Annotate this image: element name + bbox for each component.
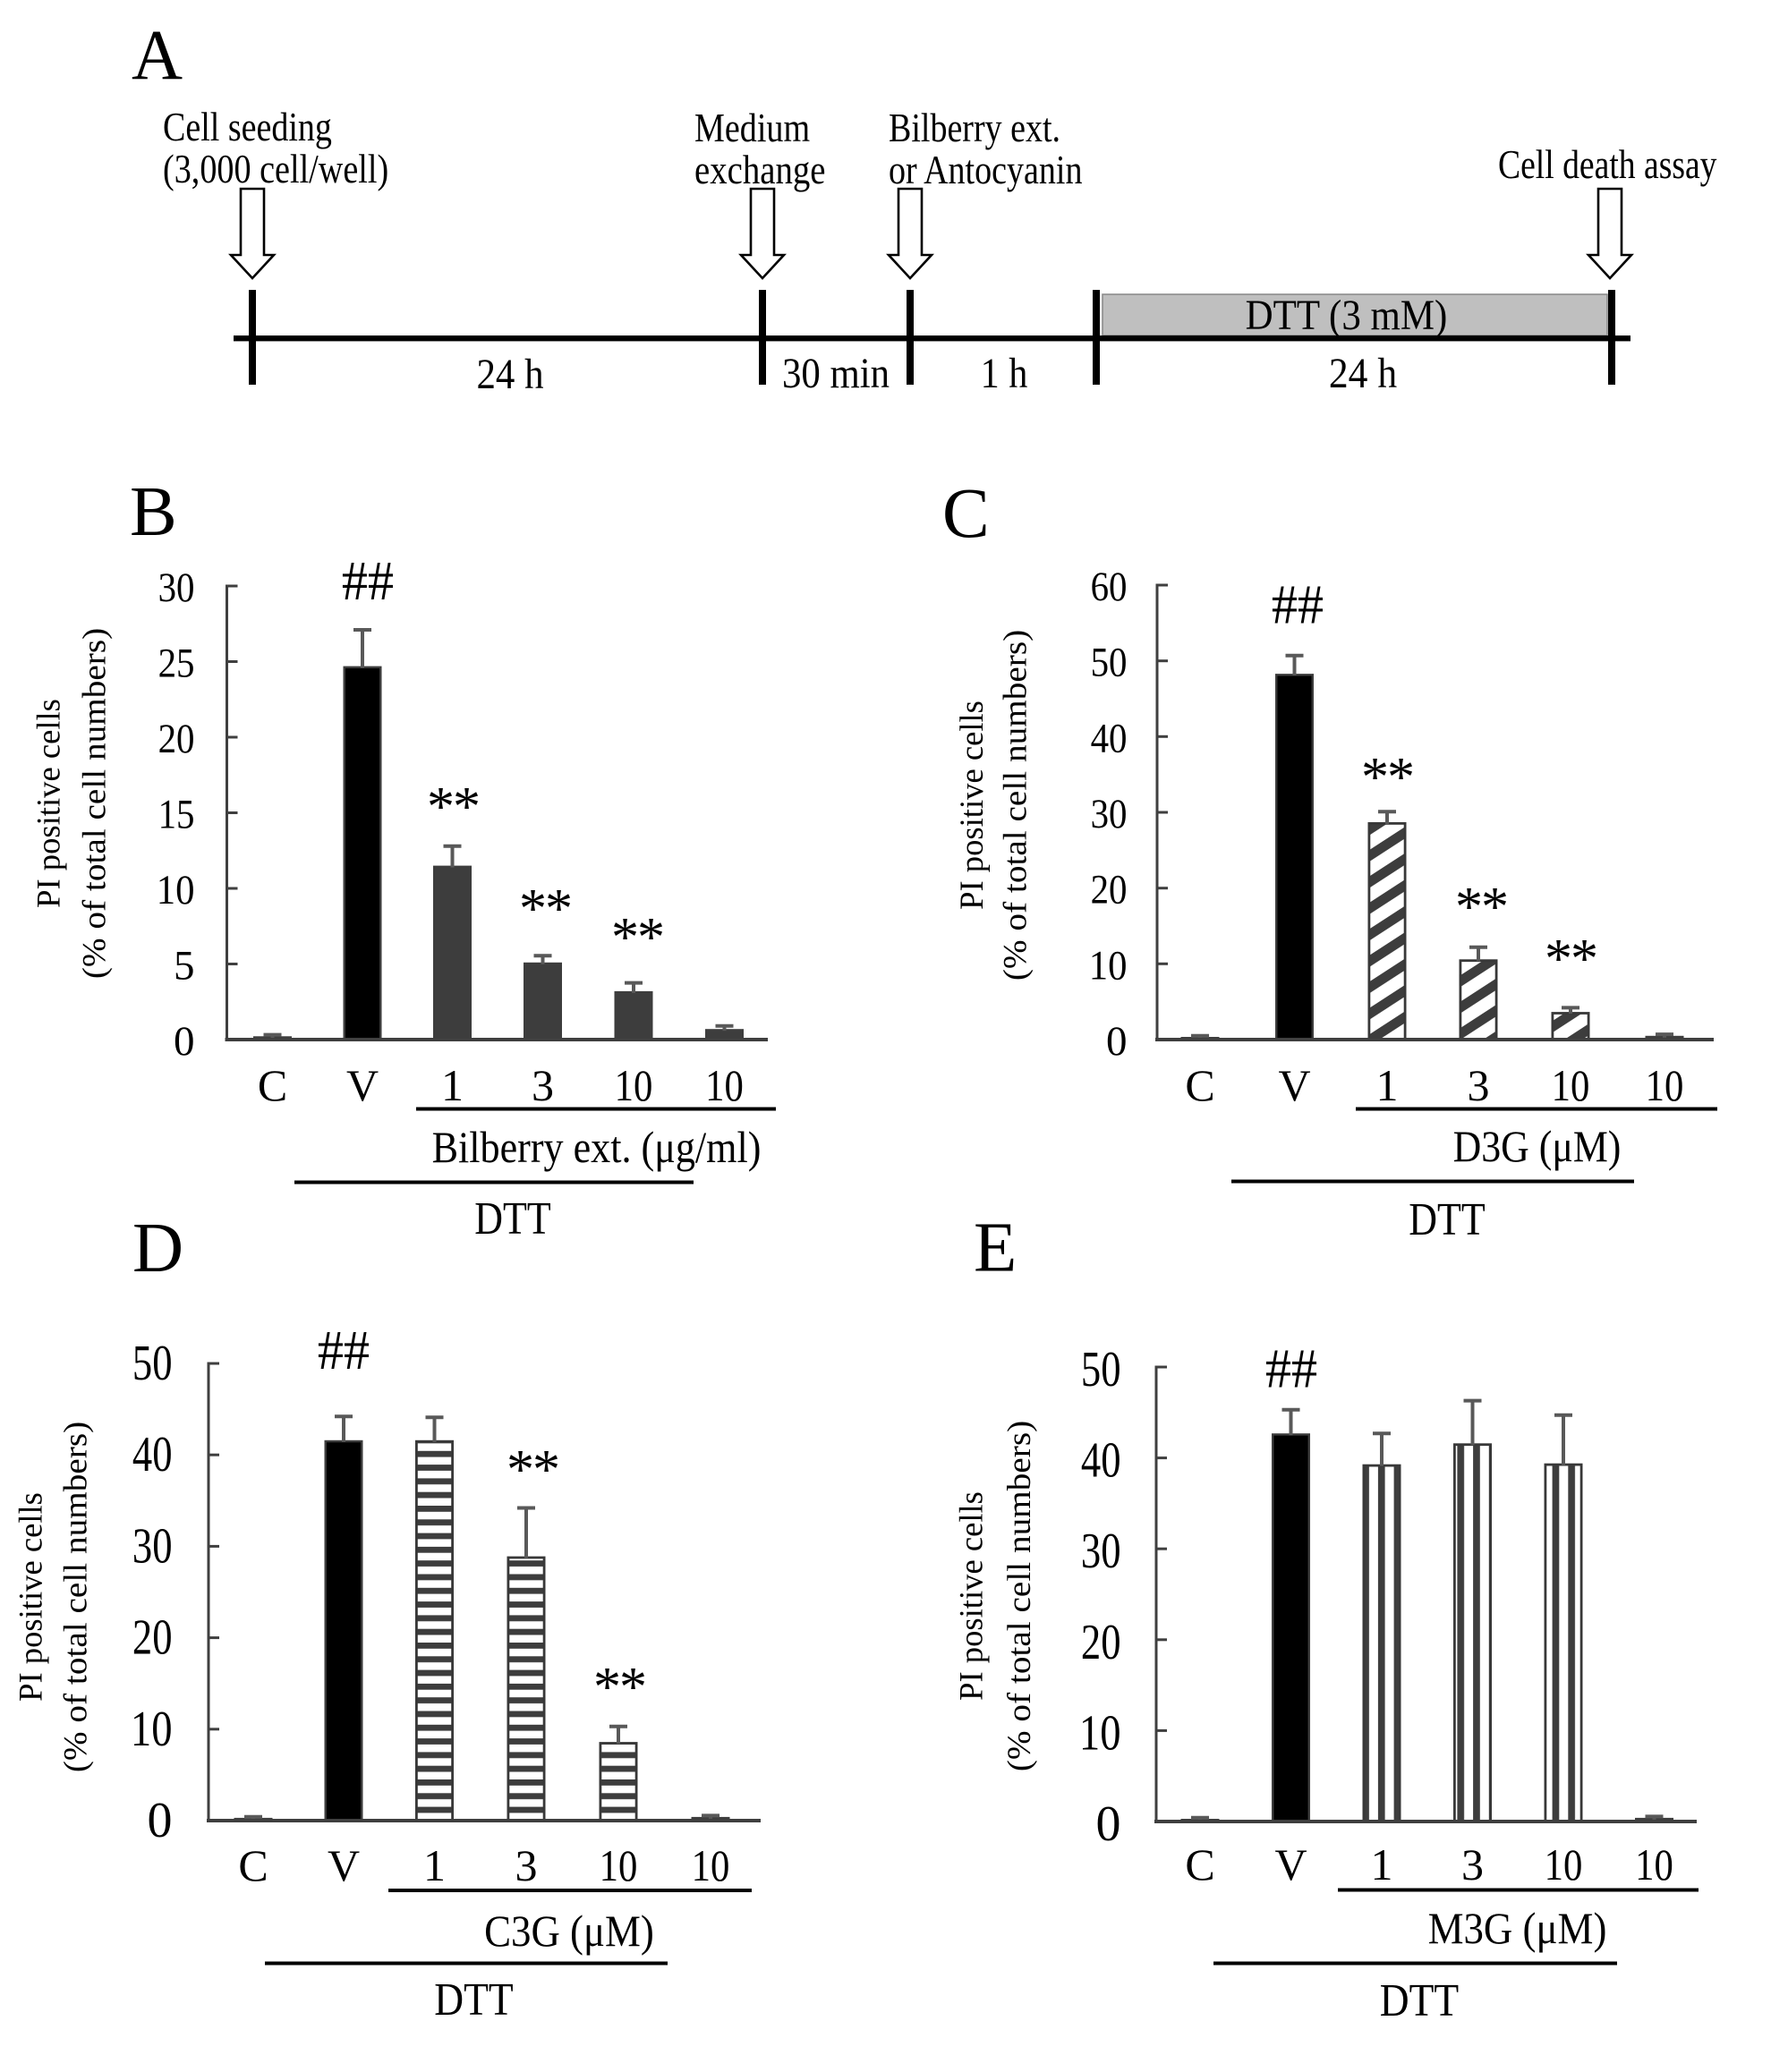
svg-text:10: 10 [1089, 942, 1128, 989]
svg-text:30: 30 [158, 565, 195, 611]
svg-text:10: 10 [1079, 1705, 1121, 1761]
svg-text:Bilberry ext.: Bilberry ext. [889, 105, 1060, 150]
svg-text:PI positive cells: PI positive cells [954, 1491, 991, 1701]
svg-text:**: ** [1361, 747, 1413, 808]
svg-text:5: 5 [174, 943, 195, 989]
svg-text:Bilberry ext. (μg/ml): Bilberry ext. (μg/ml) [432, 1122, 762, 1172]
svg-text:(% of total cell numbers): (% of total cell numbers) [58, 1422, 95, 1772]
svg-text:**: ** [1545, 929, 1596, 989]
svg-text:10: 10 [131, 1702, 173, 1757]
svg-text:10: 10 [615, 1060, 653, 1110]
svg-text:##: ## [1272, 575, 1324, 636]
svg-text:30: 30 [132, 1518, 173, 1574]
svg-text:B: B [130, 473, 177, 551]
svg-text:3: 3 [515, 1840, 538, 1890]
svg-text:M3G (μM): M3G (μM) [1428, 1903, 1607, 1953]
svg-text:(3,000 cell/well): (3,000 cell/well) [163, 146, 388, 191]
svg-text:1: 1 [1371, 1839, 1393, 1889]
svg-text:C: C [1185, 1060, 1214, 1110]
svg-text:(% of total cell numbers): (% of total cell numbers) [998, 630, 1034, 981]
svg-text:**: ** [427, 777, 479, 837]
svg-text:30 min: 30 min [782, 350, 890, 397]
svg-text:20: 20 [1091, 867, 1128, 913]
svg-text:3: 3 [1468, 1060, 1490, 1110]
svg-text:20: 20 [132, 1610, 173, 1666]
svg-text:or Antocyanin: or Antocyanin [889, 147, 1083, 192]
svg-text:10: 10 [1635, 1839, 1673, 1889]
svg-text:E: E [974, 1210, 1017, 1287]
svg-text:30: 30 [1081, 1524, 1121, 1579]
svg-text:C: C [942, 475, 990, 553]
svg-text:**: ** [593, 1657, 645, 1718]
svg-text:10: 10 [1545, 1839, 1583, 1889]
svg-text:DTT: DTT [1409, 1194, 1485, 1245]
svg-text:3: 3 [532, 1060, 554, 1110]
svg-text:V: V [1274, 1839, 1307, 1889]
svg-text:40: 40 [132, 1427, 173, 1482]
svg-text:DTT (3 mM): DTT (3 mM) [1246, 292, 1448, 339]
svg-text:V: V [1278, 1060, 1310, 1110]
svg-text:10: 10 [1646, 1060, 1684, 1110]
svg-text:1 h: 1 h [981, 350, 1028, 397]
svg-text:Medium: Medium [694, 105, 810, 150]
svg-text:##: ## [318, 1320, 370, 1381]
svg-text:Cell seeding: Cell seeding [163, 104, 332, 149]
svg-text:10: 10 [692, 1840, 730, 1890]
svg-text:(% of total cell numbers): (% of total cell numbers) [1001, 1421, 1038, 1771]
svg-text:DTT: DTT [1380, 1975, 1459, 2026]
svg-text:1: 1 [423, 1840, 446, 1890]
svg-text:10: 10 [705, 1060, 744, 1110]
svg-text:24 h: 24 h [1329, 350, 1397, 397]
svg-text:50: 50 [132, 1336, 173, 1391]
svg-text:0: 0 [1106, 1018, 1128, 1065]
svg-text:3: 3 [1461, 1839, 1484, 1889]
svg-text:(% of total cell numbers): (% of total cell numbers) [77, 628, 114, 979]
svg-text:**: ** [1455, 877, 1507, 938]
svg-text:exchange: exchange [694, 147, 826, 192]
svg-text:0: 0 [148, 1793, 173, 1848]
svg-text:##: ## [342, 551, 394, 612]
svg-text:DTT: DTT [434, 1974, 513, 2025]
svg-text:C3G (μM): C3G (μM) [484, 1906, 654, 1956]
svg-text:40: 40 [1091, 715, 1128, 761]
svg-text:**: ** [507, 1439, 558, 1500]
svg-text:20: 20 [1081, 1615, 1121, 1670]
svg-text:V: V [328, 1840, 360, 1890]
svg-text:C: C [238, 1840, 268, 1890]
svg-text:60: 60 [1091, 564, 1128, 610]
svg-text:##: ## [1265, 1339, 1317, 1400]
svg-text:A: A [132, 17, 183, 95]
svg-text:1: 1 [441, 1060, 464, 1110]
svg-text:24 h: 24 h [476, 351, 543, 398]
svg-text:D: D [132, 1210, 183, 1287]
svg-text:**: ** [611, 907, 663, 968]
svg-text:50: 50 [1081, 1342, 1121, 1397]
svg-text:30: 30 [1091, 791, 1128, 837]
svg-text:D3G (μM): D3G (μM) [1453, 1121, 1622, 1171]
svg-text:1: 1 [1376, 1060, 1399, 1110]
svg-text:50: 50 [1091, 640, 1128, 686]
svg-text:C: C [1185, 1839, 1214, 1889]
svg-text:10: 10 [1552, 1060, 1590, 1110]
svg-text:**: ** [519, 879, 571, 939]
svg-text:PI positive cells: PI positive cells [954, 701, 991, 910]
svg-text:0: 0 [1096, 1796, 1121, 1852]
svg-text:40: 40 [1081, 1433, 1121, 1489]
svg-text:10: 10 [157, 867, 195, 913]
svg-text:20: 20 [158, 716, 195, 762]
svg-text:15: 15 [158, 792, 195, 838]
svg-text:25: 25 [158, 641, 195, 687]
svg-text:C: C [258, 1060, 287, 1110]
svg-text:Cell death assay: Cell death assay [1498, 141, 1717, 187]
svg-text:PI positive cells: PI positive cells [13, 1492, 49, 1702]
svg-text:DTT: DTT [474, 1193, 550, 1244]
svg-text:V: V [346, 1060, 379, 1110]
svg-text:0: 0 [174, 1018, 195, 1065]
svg-text:PI positive cells: PI positive cells [31, 699, 68, 908]
svg-text:10: 10 [600, 1840, 638, 1890]
